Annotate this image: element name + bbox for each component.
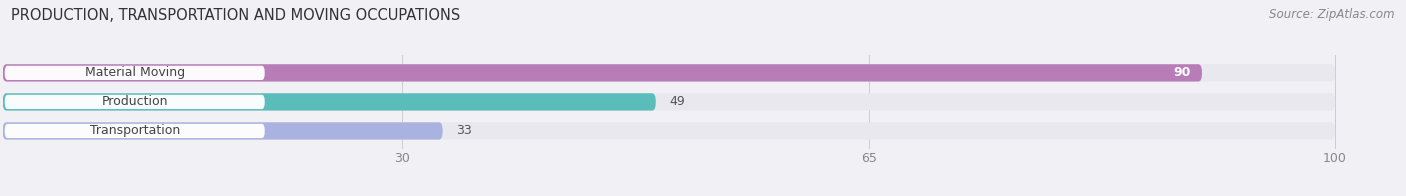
FancyBboxPatch shape xyxy=(3,64,1202,82)
FancyBboxPatch shape xyxy=(3,64,1336,82)
Text: PRODUCTION, TRANSPORTATION AND MOVING OCCUPATIONS: PRODUCTION, TRANSPORTATION AND MOVING OC… xyxy=(11,8,461,23)
Text: Production: Production xyxy=(101,95,167,108)
Text: Transportation: Transportation xyxy=(90,124,180,137)
Text: Source: ZipAtlas.com: Source: ZipAtlas.com xyxy=(1270,8,1395,21)
FancyBboxPatch shape xyxy=(4,124,264,138)
FancyBboxPatch shape xyxy=(4,95,264,109)
FancyBboxPatch shape xyxy=(3,93,1336,111)
FancyBboxPatch shape xyxy=(4,66,264,80)
FancyBboxPatch shape xyxy=(3,122,1336,140)
Text: Material Moving: Material Moving xyxy=(84,66,184,79)
Text: 33: 33 xyxy=(456,124,471,137)
FancyBboxPatch shape xyxy=(3,122,443,140)
Text: 49: 49 xyxy=(669,95,685,108)
Text: 90: 90 xyxy=(1174,66,1191,79)
FancyBboxPatch shape xyxy=(3,93,655,111)
